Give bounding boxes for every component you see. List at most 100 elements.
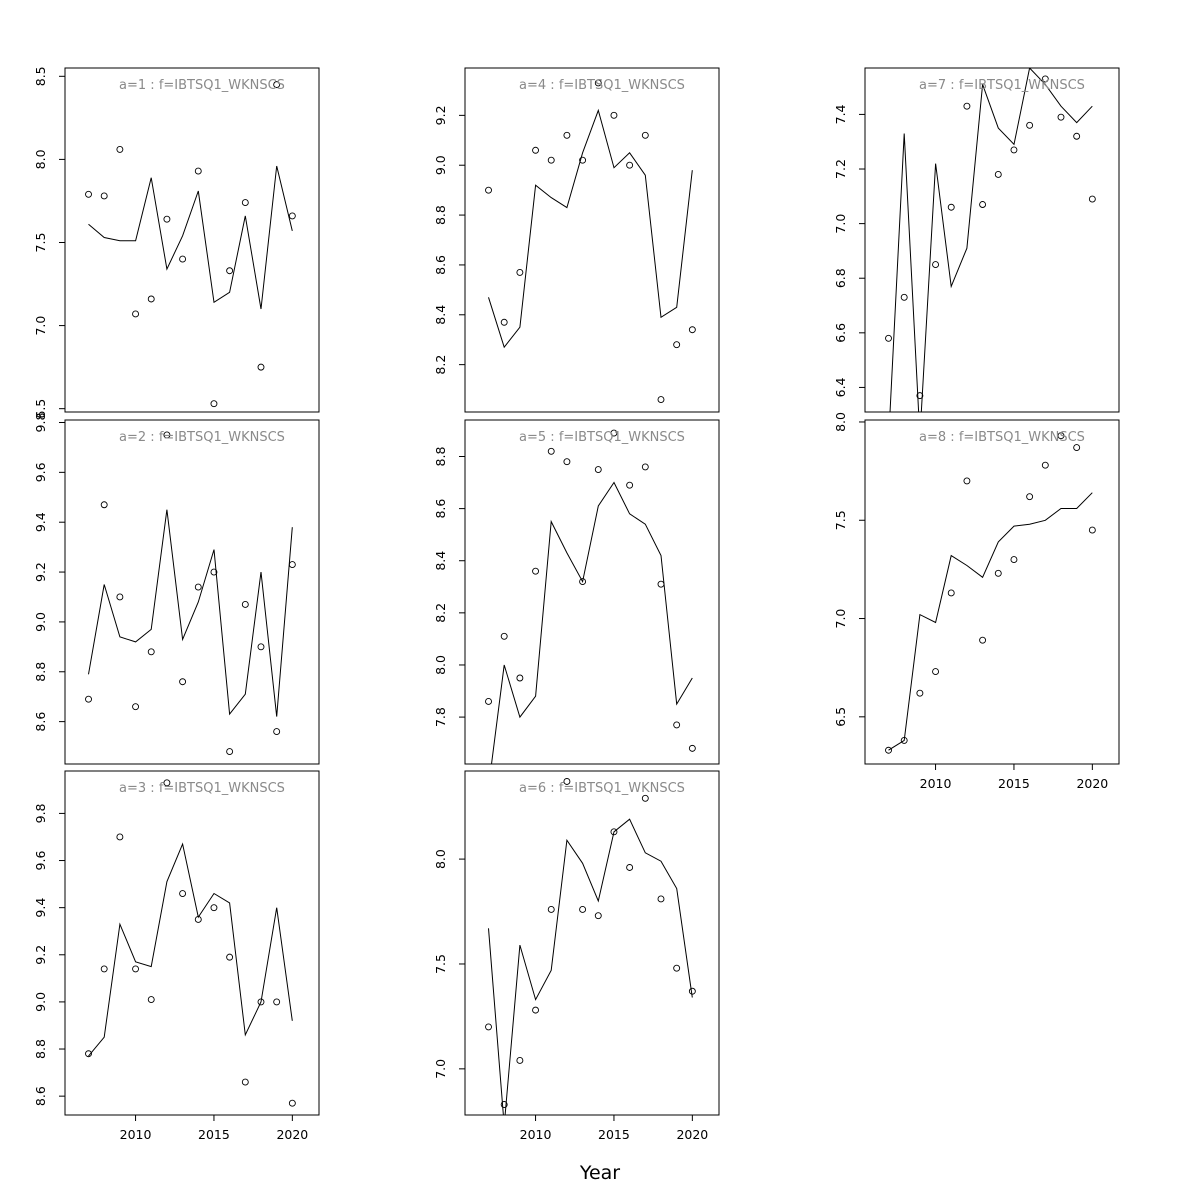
observed-point (288, 212, 296, 220)
observed-point (1041, 75, 1049, 83)
observed-point (163, 431, 171, 439)
y-tick-label: 8.4 (433, 305, 448, 325)
observed-point (100, 501, 108, 509)
plot-frame (64, 770, 320, 1116)
fitted-line (888, 492, 1093, 751)
plot-frame (464, 419, 720, 765)
y-tick-label: 8.8 (433, 205, 448, 225)
y-tick-label: 8.0 (433, 655, 448, 675)
y-tick-label: 8.6 (33, 1086, 48, 1106)
x-tick-label: 2015 (998, 776, 1030, 791)
observed-point (900, 293, 908, 301)
observed-point (579, 156, 587, 164)
observed-point (500, 632, 508, 640)
observed-point (273, 728, 281, 736)
observed-point (194, 583, 202, 591)
y-tick-label: 9.0 (33, 992, 48, 1012)
y-tick-label: 8.6 (433, 499, 448, 519)
x-tick-label: 2015 (598, 1127, 630, 1142)
observed-point (979, 201, 987, 208)
y-tick-label: 7.5 (33, 233, 48, 253)
observed-point (594, 466, 602, 473)
observed-point (500, 318, 508, 326)
x-tick-label: 2020 (676, 1127, 708, 1142)
observed-point (657, 396, 665, 403)
observed-point (641, 463, 649, 471)
observed-point (1073, 132, 1081, 140)
observed-point (932, 261, 940, 269)
observed-point (273, 81, 281, 89)
observed-point (610, 429, 618, 437)
observed-point (100, 192, 108, 200)
observed-point (673, 341, 681, 349)
panel-title: a=1 : f=IBTSQ1_WKNSCS (119, 78, 285, 93)
observed-point (963, 102, 971, 110)
observed-point (657, 895, 665, 903)
observed-point (979, 636, 987, 644)
y-tick-label: 6.5 (833, 707, 848, 727)
panels-group: 6.57.07.58.08.5 a=1 : f=IBTSQ1_WKNSCS8.68… (33, 66, 1120, 1142)
observed-point (132, 703, 140, 711)
observed-point (516, 1057, 524, 1064)
observed-point (532, 146, 540, 154)
observed-point (116, 833, 124, 841)
plot-frame (464, 770, 720, 1116)
y-tick-label: 9.2 (33, 945, 48, 965)
observed-point (485, 1023, 492, 1031)
observed-point (85, 1050, 92, 1058)
y-tick-label: 9.4 (33, 898, 48, 918)
observed-point (116, 145, 124, 153)
y-tick-label: 9.0 (433, 155, 448, 175)
observed-point (610, 111, 618, 119)
observed-point (147, 996, 155, 1003)
y-tick-label: 9.0 (33, 612, 48, 632)
panel-a7: 6.4 6.6 6.8 7.0 7.2 7.4 a=7 : f=IBTSQ1_WKNSCS (833, 67, 1120, 413)
observed-point (900, 736, 908, 744)
observed-point (163, 215, 171, 223)
y-tick-label: 6.4 (833, 377, 848, 397)
observed-point (257, 998, 265, 1006)
panel-a3: 8.6 8.8 9.0 9.2 9.4 9.6 9.8 2010 2015 2020 a=3 : f… (33, 770, 320, 1142)
observed-point (273, 998, 281, 1006)
y-tick-label: 7.4 (833, 104, 848, 124)
y-tick-label: 8.8 (33, 662, 48, 682)
observed-point (547, 905, 555, 913)
observed-point (610, 828, 618, 836)
x-tick-label: 2020 (276, 1127, 308, 1142)
y-tick-label: 7.0 (33, 316, 48, 336)
panel-a4: 8.2 8.4 8.6 8.8 9.0 9.2 a=4 : f=IBTSQ1_WKNSCS (433, 67, 720, 413)
observed-point (288, 561, 296, 569)
y-tick-label: 9.8 (33, 413, 48, 433)
observed-point (179, 678, 187, 686)
panel-title: a=5 : f=IBTSQ1_WKNSCS (519, 430, 685, 445)
observed-point (132, 310, 140, 318)
observed-point (179, 890, 187, 897)
observed-point (210, 568, 218, 576)
y-tick-label: 7.0 (833, 609, 848, 629)
plot-frame (864, 67, 1120, 413)
observed-point (994, 569, 1002, 577)
observed-point (226, 267, 234, 275)
y-tick-label: 9.2 (33, 562, 48, 582)
y-tick-label: 7.0 (833, 214, 848, 234)
panel-title: a=4 : f=IBTSQ1_WKNSCS (519, 78, 685, 93)
x-tick-label: 2015 (198, 1127, 230, 1142)
observed-point (626, 481, 634, 489)
fitted-line (491, 481, 693, 764)
y-tick-label: 6.8 (833, 268, 848, 288)
y-tick-label: 8.2 (433, 603, 448, 623)
y-tick-label: 7.0 (433, 1059, 448, 1079)
observed-point (500, 1101, 508, 1108)
y-tick-label: 8.0 (33, 149, 48, 169)
observed-point (516, 674, 524, 682)
x-tick-label: 2010 (920, 776, 952, 791)
observed-point (241, 199, 249, 207)
panel-a8: 6.5 7.0 7.5 8.0 2010 2015 2020 a=8 : f=IBTSQ1_W… (833, 412, 1120, 791)
observed-point (163, 779, 171, 787)
x-tick-label: 2020 (1076, 776, 1108, 791)
y-tick-label: 9.8 (33, 803, 48, 823)
observed-point (641, 794, 649, 802)
observed-point (963, 477, 971, 485)
panel-a6: 7.0 7.5 8.0 2010 2015 2020 a=6 : f=IBTSQ1_WKNS… (433, 770, 720, 1142)
